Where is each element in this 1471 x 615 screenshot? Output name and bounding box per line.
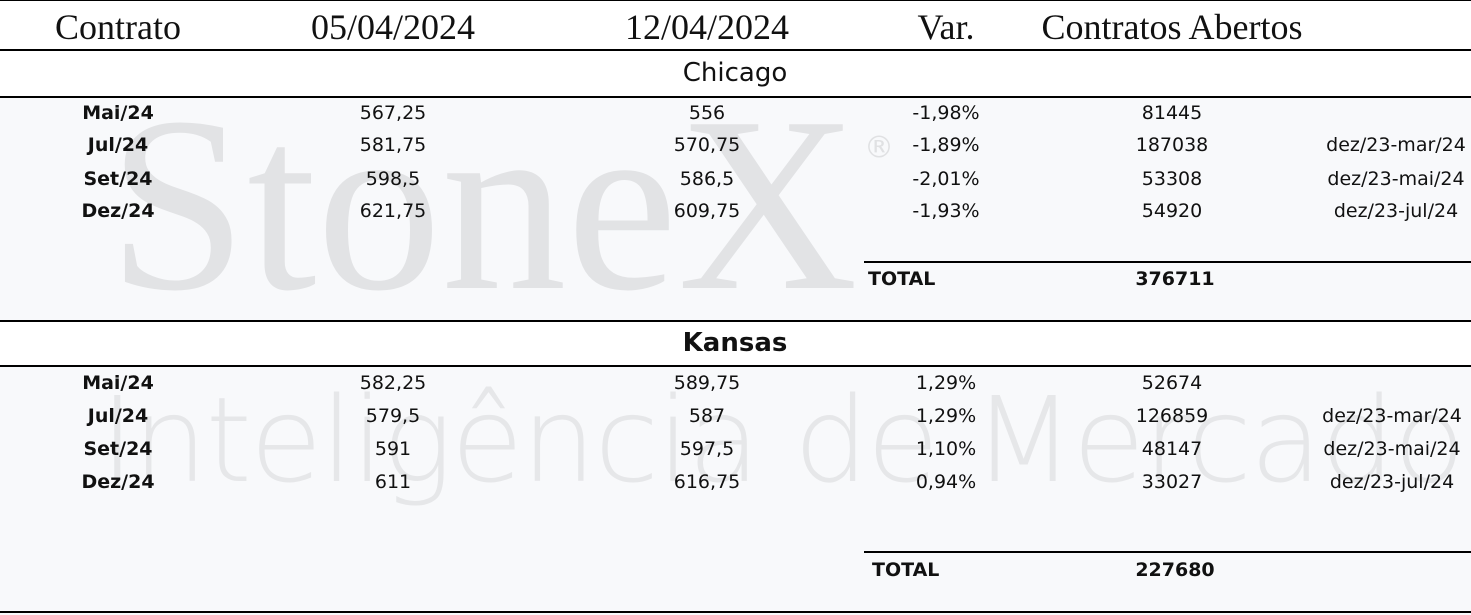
cell: -1,93%: [912, 200, 980, 222]
cell: Jul/24: [87, 134, 149, 156]
watermark-tagline: Inteligência de Mercado: [100, 371, 1465, 509]
cell: Jul/24: [87, 405, 149, 427]
column-header: 12/04/2024: [624, 7, 790, 47]
cell: 586,5: [679, 168, 735, 190]
rule-line: [0, 96, 1471, 98]
cell: 611: [374, 471, 412, 493]
column-header: Contratos Abertos: [1041, 7, 1303, 47]
cell: Set/24: [83, 438, 153, 460]
cell: 609,75: [673, 200, 741, 222]
rule-line: [0, 320, 1471, 322]
cell: 567,25: [359, 102, 427, 124]
cell: 53308: [1141, 168, 1203, 190]
cell: -1,89%: [912, 134, 980, 156]
cell: 1,29%: [915, 405, 977, 427]
cell-period: dez/23-jul/24: [1329, 471, 1455, 493]
cell: -1,98%: [912, 102, 980, 124]
cell-period: dez/23-mar/24: [1322, 405, 1462, 427]
cell: 581,75: [359, 134, 427, 156]
column-header: Var.: [917, 7, 975, 47]
cell: 579,5: [365, 405, 421, 427]
cell: 1,29%: [915, 372, 977, 394]
watermark-mark: ®: [864, 130, 894, 166]
cell: Mai/24: [82, 372, 154, 394]
cell: 54920: [1141, 200, 1203, 222]
column-header: Contrato: [55, 7, 181, 47]
cell: 591: [374, 438, 412, 460]
rule-line: [0, 49, 1471, 51]
watermark-brand: StoneX: [108, 66, 858, 343]
cell: 598,5: [365, 168, 421, 190]
section-band: [0, 321, 1471, 366]
header-band: [0, 0, 1471, 50]
cell: Dez/24: [81, 200, 155, 222]
cell: 597,5: [679, 438, 735, 460]
cell-period: dez/23-jul/24: [1333, 200, 1459, 222]
column-header: 05/04/2024: [310, 7, 476, 47]
cell: 582,25: [359, 372, 427, 394]
cell: 570,75: [673, 134, 741, 156]
cell-period: dez/23-mai/24: [1323, 438, 1461, 460]
section-title: Chicago: [682, 58, 788, 88]
total-label: TOTAL: [872, 559, 940, 581]
cell: 81445: [1141, 102, 1203, 124]
rule-line: [864, 261, 1471, 263]
rule-line: [0, 611, 1471, 613]
cell: 52674: [1141, 372, 1203, 394]
cell: -2,01%: [912, 168, 980, 190]
cell: 33027: [1141, 471, 1203, 493]
total-label: TOTAL: [868, 268, 936, 290]
rule-line: [0, 365, 1471, 367]
section-title: Kansas: [682, 328, 788, 358]
cell: 48147: [1141, 438, 1203, 460]
cell: 589,75: [673, 372, 741, 394]
rule-line: [0, 0, 1471, 1]
cell: 187038: [1135, 134, 1209, 156]
cell: Set/24: [83, 168, 153, 190]
rule-line: [864, 551, 1471, 553]
cell: 621,75: [359, 200, 427, 222]
cell-period: dez/23-mar/24: [1326, 134, 1466, 156]
cell: 616,75: [673, 471, 741, 493]
total-value: 227680: [1135, 559, 1215, 581]
cell: 1,10%: [915, 438, 977, 460]
total-value: 376711: [1135, 268, 1215, 290]
cell: Mai/24: [82, 102, 154, 124]
cell: 0,94%: [915, 471, 977, 493]
cell: Dez/24: [81, 471, 155, 493]
cell-period: dez/23-mai/24: [1327, 168, 1465, 190]
cell: 126859: [1135, 405, 1209, 427]
cell: 556: [688, 102, 726, 124]
section-band: [0, 50, 1471, 97]
cell: 587: [688, 405, 726, 427]
